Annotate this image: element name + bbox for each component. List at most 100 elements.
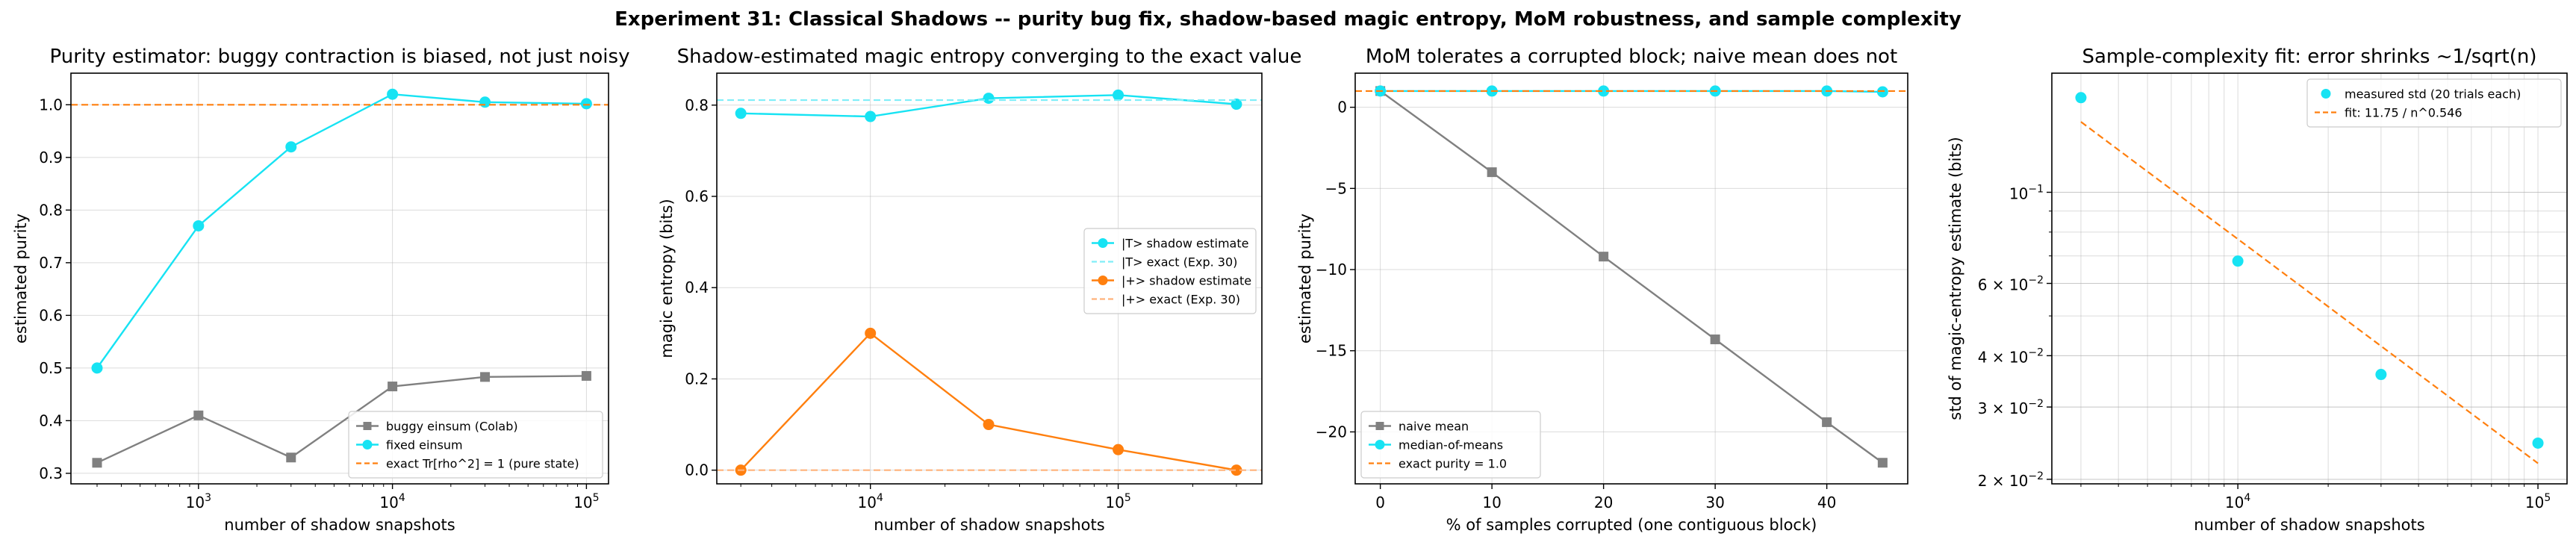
x-tick-label: 105 (2525, 492, 2551, 511)
series-measured-std-20-trials-each-point (2375, 369, 2387, 381)
legend-item-median-of-means-label: median-of-means (1399, 438, 1503, 452)
x-axis-label: % of samples corrupted (one contiguous b… (1446, 516, 1817, 534)
y-axis-label: estimated purity (1296, 214, 1314, 343)
series-median-of-means-point (1598, 85, 1610, 97)
x-tick-label: 0 (1375, 494, 1385, 511)
y-tick-label: 0.0 (685, 461, 709, 479)
series-t-shadow-estimate-point (1113, 89, 1124, 101)
y-tick-label: 3 × 10−2 (1978, 398, 2044, 417)
axes-frame (70, 72, 609, 485)
y-tick-label: 0.8 (39, 201, 63, 219)
panel-purity-estimator: 103 104 105 0.3 0.4 0.5 0.6 0.7 0.8 0.9 1.0 Purity … (12, 46, 629, 534)
panel-sample-complexity: 104 105 2 × 10−2 3 × 10−2 4 × 10−2 6 × 10−2 10… (1947, 46, 2568, 534)
legend-item-exact-tr-rho-2-1-pure-state-label: exact Tr[rho^2] = 1 (pure state) (386, 457, 579, 471)
y-tick-label: 0 (1337, 99, 1347, 116)
legend-box (1360, 411, 1541, 479)
series-shadow-estimate-line (740, 332, 1237, 471)
series-buggy-einsum-colab-point (581, 370, 591, 381)
x-tick-label: 105 (1105, 492, 1130, 511)
y-tick-label: 4 × 10−2 (1978, 346, 2044, 366)
series-t-shadow-estimate-point (1231, 99, 1242, 111)
series-naive-mean-point (1877, 458, 1888, 468)
legend-item-fixed-einsum-marker (362, 440, 373, 449)
x-tick-label: 30 (1705, 494, 1724, 511)
series-measured-std-20-trials-each-point (2532, 437, 2544, 449)
y-tick-label: 10−1 (2009, 184, 2044, 203)
legend-item-measured-std-20-trials-each-marker (2321, 89, 2331, 99)
y-tick-label: 0.9 (39, 149, 63, 167)
series-shadow-estimate-point (865, 327, 877, 339)
x-tick-label: 105 (573, 492, 599, 511)
axes-frame (1354, 72, 1908, 485)
legend-item-median-of-means-marker (1375, 440, 1385, 449)
series-fixed-einsum-point (285, 141, 297, 153)
y-tick-label: 0.5 (39, 359, 63, 377)
series-buggy-einsum-colab-point (480, 372, 491, 382)
legend-item-measured-std-20-trials-each-label: measured std (20 trials each) (2345, 87, 2521, 102)
y-tick-label: 0.3 (39, 464, 63, 482)
x-tick-label: 104 (858, 492, 883, 511)
y-tick-label: 2 × 10−2 (1978, 470, 2044, 490)
figure-suptitle: Experiment 31: Classical Shadows -- puri… (615, 8, 1961, 31)
x-tick-label: 40 (1817, 494, 1836, 511)
series-shadow-estimate-point (1113, 444, 1124, 455)
series-naive-mean-point (1710, 335, 1720, 345)
panel-mom-robustness: 0 10 20 30 40 −20 −15 −10 −5 0 MoM tolerates a cor… (1296, 46, 1908, 534)
x-axis-label: number of shadow snapshots (874, 516, 1104, 534)
x-tick-label: 104 (379, 492, 405, 511)
series-fixed-einsum-line (96, 93, 587, 369)
y-tick-label: 0.2 (685, 370, 709, 388)
axes-frame (2051, 72, 2568, 485)
y-axis-label: magic entropy (bits) (658, 199, 676, 358)
series-t-shadow-estimate-point (983, 93, 995, 105)
series-t-shadow-estimate-point (865, 111, 877, 122)
legend-item-buggy-einsum-colab-marker (363, 422, 372, 430)
y-tick-label: −5 (1325, 179, 1347, 197)
series-fixed-einsum-point (387, 88, 399, 100)
y-tick-label: 0.4 (39, 411, 63, 429)
series-naive-mean-point (1487, 167, 1497, 178)
x-tick-label: 104 (2225, 492, 2250, 511)
y-tick-label: 0.4 (685, 279, 709, 296)
legend-item-t-exact-exp-30-label: |T> exact (Exp. 30) (1121, 255, 1237, 270)
series-shadow-estimate-point (1231, 464, 1242, 476)
series-buggy-einsum-colab-point (92, 458, 102, 468)
panel-title: Sample-complexity fit: error shrinks ~1/… (2082, 46, 2537, 68)
legend-item-naive-mean-marker (1375, 422, 1384, 430)
series-buggy-einsum-colab-point (388, 382, 398, 392)
legend-item-exact-purity-1-0-label: exact purity = 1.0 (1399, 457, 1507, 471)
series-measured-std-20-trials-each-point (2232, 255, 2244, 267)
legend: measured std (20 trials each) fit: 11.75 … (2306, 78, 2562, 128)
series-shadow-estimate-point (983, 419, 995, 431)
y-tick-label: −15 (1316, 342, 1347, 360)
y-axis-label: estimated purity (12, 214, 30, 343)
legend-item-naive-mean-label: naive mean (1399, 420, 1469, 434)
legend-item-t-shadow-estimate-label: |T> shadow estimate (1121, 237, 1248, 251)
legend-item-fit-11-75-n-0-546-label: fit: 11.75 / n^0.546 (2345, 106, 2463, 120)
series-buggy-einsum-colab-line (96, 375, 587, 464)
series-fixed-einsum-point (580, 98, 592, 110)
y-tick-label: 6 × 10−2 (1978, 275, 2044, 294)
x-tick-label: 103 (186, 492, 211, 511)
series-naive-mean-point (1822, 417, 1832, 427)
legend: buggy einsum (Colab) fixed einsum exact Tr… (348, 411, 603, 479)
panel-magic-entropy: 104 105 0.0 0.2 0.4 0.6 0.8 Shadow-estimated ma… (658, 46, 1301, 534)
y-tick-label: 0.8 (685, 96, 709, 114)
legend-item-shadow-estimate-marker (1098, 276, 1108, 285)
legend-item-fixed-einsum-label: fixed einsum (386, 438, 463, 452)
series-fixed-einsum-point (193, 220, 205, 231)
series-t-shadow-estimate-point (735, 108, 747, 119)
series-fit-11-75-n-0-546-line (2080, 121, 2539, 464)
y-tick-label: −10 (1316, 261, 1347, 279)
series-fixed-einsum-point (479, 96, 491, 108)
axes-frame (716, 72, 1263, 485)
x-axis-label: number of shadow snapshots (2194, 516, 2424, 534)
y-axis-label: std of magic-entropy estimate (bits) (1947, 137, 1964, 420)
y-tick-label: 0.7 (39, 254, 63, 272)
y-tick-label: 0.6 (685, 187, 709, 205)
y-tick-label: 1.0 (39, 96, 63, 113)
x-axis-label: number of shadow snapshots (224, 516, 455, 534)
series-naive-mean-point (1599, 252, 1609, 262)
series-naive-mean-line (1379, 90, 1884, 464)
